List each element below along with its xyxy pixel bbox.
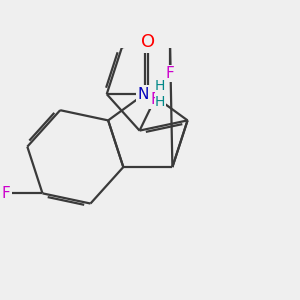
Text: F: F (166, 66, 174, 81)
Text: O: O (141, 34, 155, 52)
Text: H: H (155, 80, 165, 93)
Text: F: F (150, 92, 159, 107)
Text: H: H (155, 95, 165, 109)
Text: N: N (137, 87, 149, 102)
Text: F: F (2, 186, 11, 201)
